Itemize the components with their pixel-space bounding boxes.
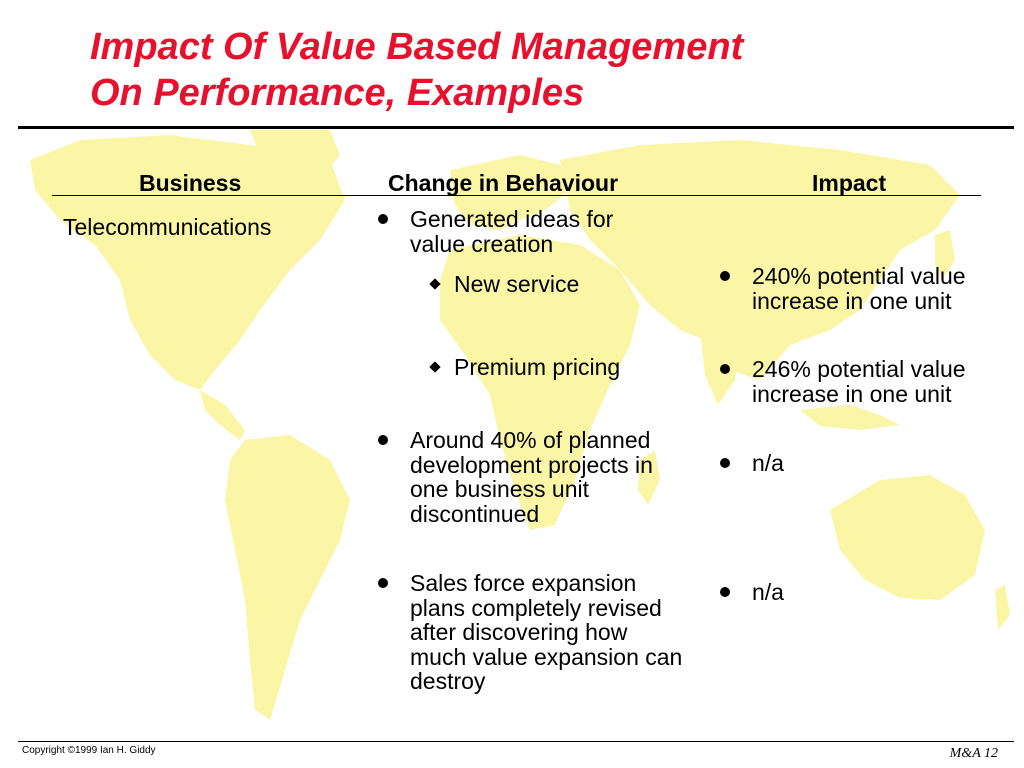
slide-title: Impact Of Value Based Management On Perf… [90,24,743,116]
title-line-1: Impact Of Value Based Management [90,26,744,68]
header-business: Business [139,170,242,196]
header-change-in-behaviour: Change in Behaviour [388,170,619,196]
business-cell: Telecommunications [63,214,272,240]
impact-text: n/a [752,579,784,605]
copyright-text: Copyright ©1999 Ian H. Giddy [22,745,156,756]
change-item: Around 40% of planned development projec… [378,428,683,526]
impact-text: 240% potential value increase in one uni… [752,263,966,314]
impact-item: 240% potential value increase in one uni… [720,264,970,313]
change-subitem-text: New service [454,271,580,297]
impact-text: n/a [752,450,784,476]
change-item: Generated ideas for value creation [378,207,673,256]
change-subitem: Premium pricing [429,354,671,380]
change-item: Sales force expansion plans completely r… [378,571,683,694]
bullet-icon [720,271,730,281]
impact-item: n/a [720,580,970,605]
bullet-icon [720,364,730,374]
footer-divider [18,741,1014,742]
change-subitem: New service [429,271,671,297]
header-divider [52,195,981,196]
impact-text: 246% potential value increase in one uni… [752,356,966,407]
title-divider [18,126,1014,129]
change-subitem-text: Premium pricing [454,354,621,380]
diamond-bullet-icon [429,278,441,290]
bullet-icon [378,435,388,445]
impact-item: 246% potential value increase in one uni… [720,357,970,406]
change-text: Around 40% of planned development projec… [410,427,653,527]
title-line-2: On Performance, Examples [90,72,585,114]
impact-item: n/a [720,451,970,476]
world-map-icon [30,130,1010,720]
change-text: Sales force expansion plans completely r… [410,570,683,694]
change-text: Generated ideas for value creation [410,206,614,257]
slide-number: M&A 12 [949,746,998,761]
diamond-bullet-icon [429,361,441,373]
bullet-icon [378,578,388,588]
header-impact: Impact [812,170,887,196]
bullet-icon [378,214,388,224]
bullet-icon [720,458,730,468]
bullet-icon [720,587,730,597]
